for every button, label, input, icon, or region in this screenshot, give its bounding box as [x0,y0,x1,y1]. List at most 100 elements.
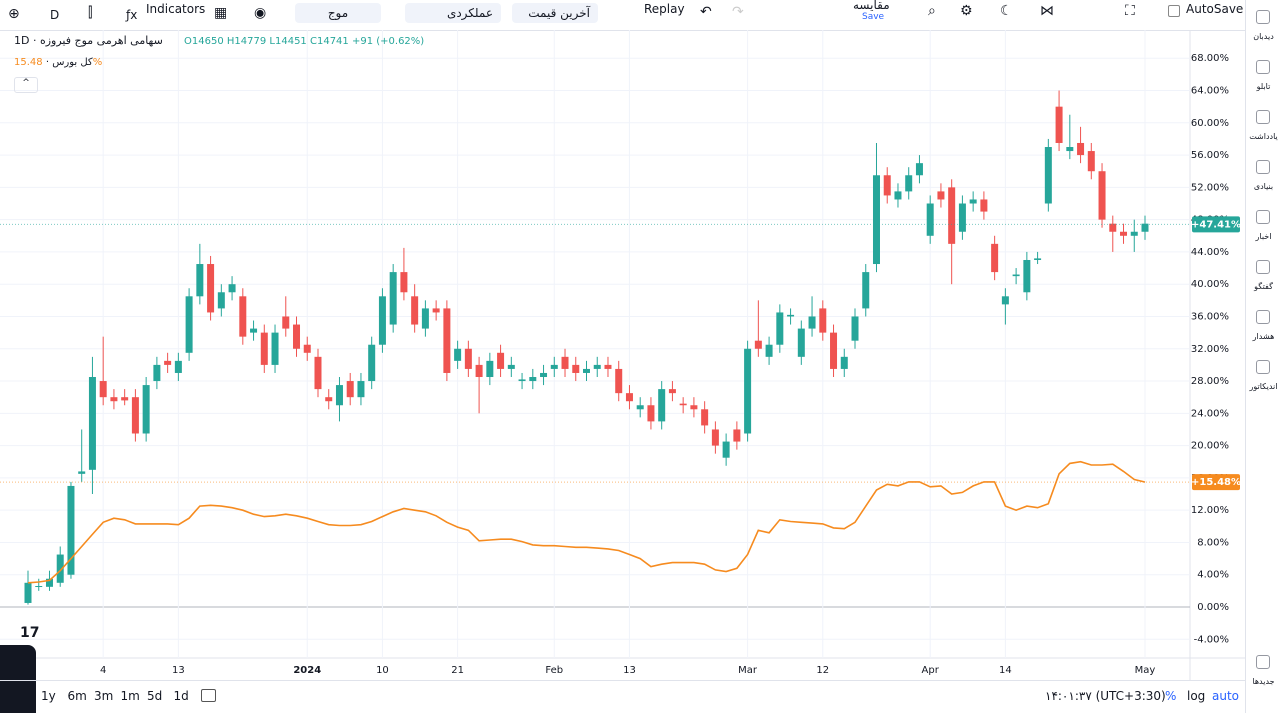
theme[interactable]: ☾ [1000,3,1013,19]
candle-body [67,485,75,575]
range-button[interactable]: 3m [94,689,114,703]
add-button[interactable]: ⊕ [8,6,20,22]
broker-tab[interactable] [0,645,36,713]
legend-name: کل بورس [52,57,93,68]
sidebar: دیدبان تابلو یادداشت بنیادی اخبار گفتگو هشدار ا… [1245,0,1280,713]
bottom-bar: 1y 6m 3m 1m 5d 1d ۱۴:۰۱:۳۷ (UTC+3:30)% log auto [0,680,1245,714]
sidebar-label[interactable]: هشدار [1252,332,1275,341]
eye[interactable]: ◉ [254,5,267,21]
symbol-name: سهامی اهرمی موج فیروزه · 1D [14,34,163,47]
candle-body [1130,231,1138,236]
sidebar-label[interactable]: اندیکاتور [1249,382,1278,391]
candle-body [862,272,870,309]
interval[interactable]: D [50,8,60,22]
sidebar-icon[interactable] [1256,655,1270,669]
candle-body [1023,259,1031,293]
candle-body [872,175,880,265]
indicators[interactable]: Indicators [146,2,206,16]
auto[interactable]: auto [1212,689,1240,703]
date-picker[interactable] [201,689,216,702]
price-type[interactable]: آخرین قیمت [512,3,598,23]
sidebar-label[interactable]: دیدبان [1253,32,1274,41]
mode-select[interactable]: عملکردی [405,3,501,23]
icon[interactable]: ⌕ [928,3,936,19]
ohlc: O14650 H14779 L14451 C14741 +91 (+0.62%) [184,36,424,47]
sidebar-label[interactable]: بنیادی [1253,182,1274,191]
log[interactable]: log [1187,689,1206,703]
candle-body [164,360,172,365]
candle-body [486,360,494,378]
candle-body [1066,147,1074,152]
x-tick-label: 13 [172,665,185,676]
replay[interactable]: Replay [644,2,685,16]
sidebar-label[interactable]: اخبار [1255,232,1272,241]
sidebar-icon[interactable] [1256,210,1270,224]
candle-body [733,429,741,442]
chart-type[interactable]: ⫿ [88,5,93,21]
compare[interactable]: مقایسه [853,0,890,12]
range-button[interactable]: 6m [67,689,87,703]
range-button[interactable]: 1m [120,689,140,703]
candle-body [1001,296,1009,305]
candle-body [357,381,365,398]
candle-body [722,441,730,458]
x-tick-label: Mar [738,665,758,676]
x-tick-label: 2024 [293,665,321,676]
candle-body [293,324,301,349]
candle-body [851,316,859,341]
sidebar-icon[interactable] [1256,260,1270,274]
sidebar-icon[interactable] [1256,310,1270,324]
candle-body [389,272,397,325]
sidebar-icon[interactable] [1256,110,1270,124]
symbol-search[interactable]: موج [295,3,381,23]
collapse[interactable]: ^ [14,77,38,93]
range-button[interactable]: 5d [147,689,163,703]
sidebar-icon[interactable] [1256,160,1270,174]
sidebar-icon[interactable] [1256,60,1270,74]
candle-body [142,385,150,434]
candle-body [819,308,827,333]
candle-body [894,191,902,200]
range-button[interactable]: 1d [173,689,189,703]
y-tick-label: -4.00% [1194,634,1229,645]
candle-body [754,340,762,349]
redo[interactable]: ↷ [732,4,744,20]
share[interactable]: ⋈ [1040,3,1054,19]
y-tick-label: 28.00% [1191,376,1229,387]
percent[interactable]: % [1165,689,1177,703]
undo[interactable]: ↶ [700,4,712,20]
candle-body [572,364,580,373]
candle-body [647,405,655,422]
fullscreen[interactable]: ⛶ [1125,3,1135,19]
sidebar-label[interactable]: تابلو [1256,82,1271,91]
sidebar-label[interactable]: یادداشت [1249,132,1278,141]
high: H14779 [226,36,267,47]
y-tick-label: 36.00% [1191,311,1229,322]
sidebar-icon[interactable] [1256,10,1270,24]
last-badge-label: +47.41% [1191,219,1241,230]
open: O14650 [184,36,224,47]
candle-body [99,381,107,398]
autosave[interactable]: AutoSave [1186,2,1244,16]
x-tick-label: May [1135,665,1156,676]
candle-body [969,199,977,204]
candle-body [958,203,966,232]
range-button[interactable]: 1y [41,689,56,703]
checkbox[interactable] [1168,5,1180,17]
candle-body [668,389,676,394]
x-tick-label: 10 [376,665,389,676]
candle-body [443,308,451,373]
y-tick-label: 32.00% [1191,344,1229,355]
last-badge [1192,474,1240,491]
candle-body [507,364,515,369]
save[interactable]: Save [862,12,885,22]
layouts[interactable]: ▦ [214,5,228,21]
candle-body [1044,147,1052,204]
settings[interactable]: ⚙ [960,3,973,19]
candle-body [131,397,139,434]
sidebar-label[interactable]: جدیدها [1252,677,1275,686]
candle-body [926,203,934,236]
sidebar-icon[interactable] [1256,360,1270,374]
sidebar-label[interactable]: گفتگو [1254,282,1273,291]
candle-body [518,379,526,382]
